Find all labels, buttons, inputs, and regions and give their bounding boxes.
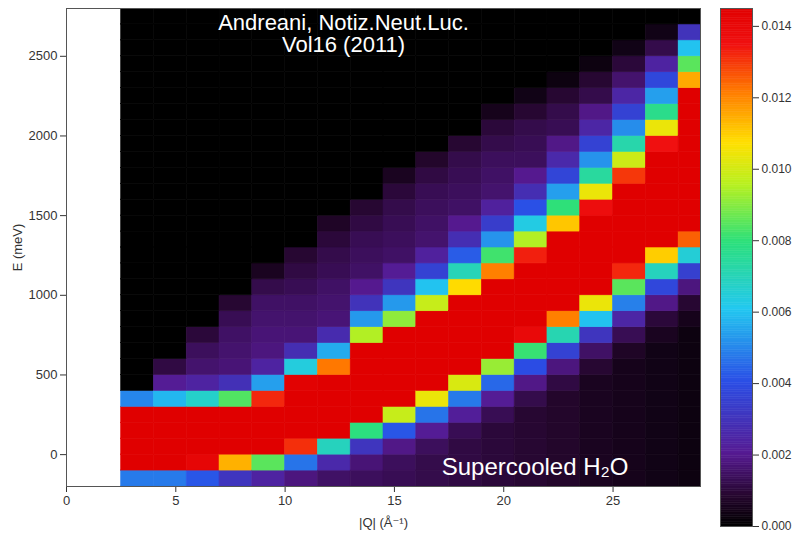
svg-text:0.010: 0.010 xyxy=(762,162,792,176)
svg-text:Supercooled H₂O: Supercooled H₂O xyxy=(442,453,629,480)
svg-text:0.006: 0.006 xyxy=(762,305,792,319)
svg-text:0.014: 0.014 xyxy=(762,19,792,33)
svg-text:500: 500 xyxy=(36,367,58,382)
svg-text:0.012: 0.012 xyxy=(762,91,792,105)
svg-text:10: 10 xyxy=(278,493,292,508)
svg-text:5: 5 xyxy=(172,493,179,508)
svg-text:|Q| (Å⁻¹): |Q| (Å⁻¹) xyxy=(359,515,408,530)
svg-text:1000: 1000 xyxy=(29,287,58,302)
svg-text:Andreani, Notiz.Neut.Luc.Vol16: Andreani, Notiz.Neut.Luc.Vol16 (2011) xyxy=(218,10,469,57)
svg-text:15: 15 xyxy=(387,493,401,508)
svg-text:E (meV): E (meV) xyxy=(10,224,25,272)
svg-text:1500: 1500 xyxy=(29,208,58,223)
svg-text:0.008: 0.008 xyxy=(762,234,792,248)
svg-text:0: 0 xyxy=(63,493,70,508)
svg-text:0.000: 0.000 xyxy=(762,519,792,533)
svg-text:0.004: 0.004 xyxy=(762,376,792,390)
svg-text:0: 0 xyxy=(50,447,57,462)
svg-text:2000: 2000 xyxy=(29,128,58,143)
svg-text:20: 20 xyxy=(497,493,511,508)
svg-text:2500: 2500 xyxy=(29,48,58,63)
svg-text:0.002: 0.002 xyxy=(762,448,792,462)
svg-text:25: 25 xyxy=(606,493,620,508)
